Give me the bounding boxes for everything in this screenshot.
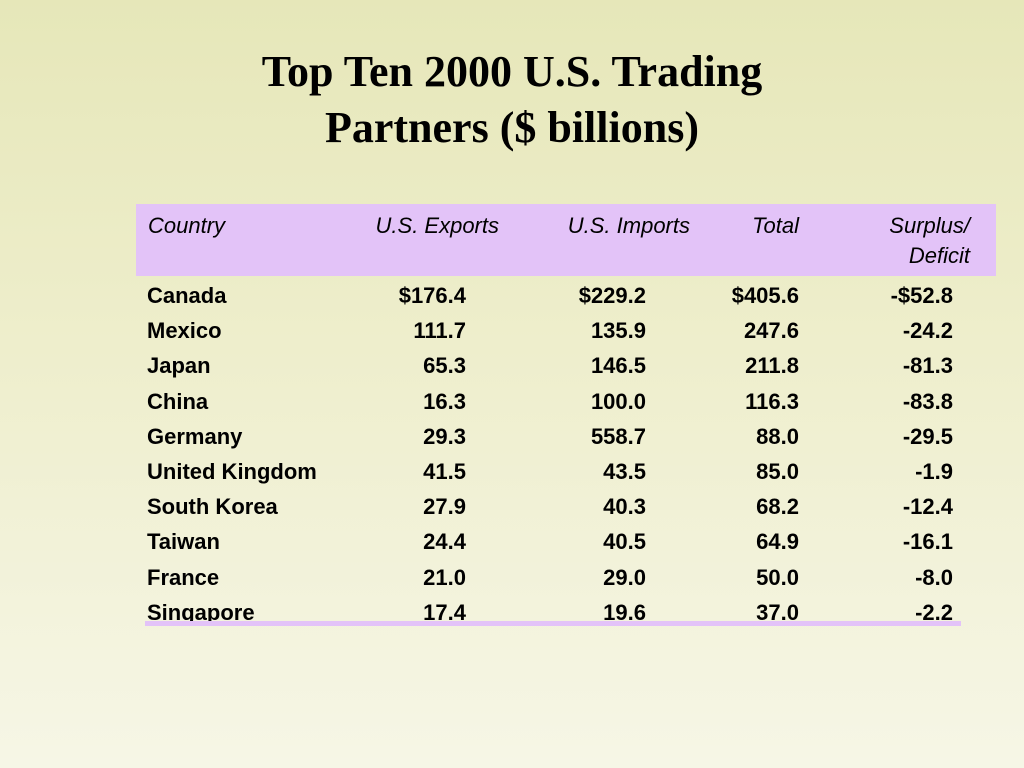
table-row: France 21.0 29.0 50.0 -8.0	[136, 560, 996, 595]
exports-cell: 24.4	[423, 529, 466, 555]
balance-cell: -8.0	[915, 564, 953, 590]
balance-cell: -2.2	[915, 599, 953, 624]
table-row: Mexico 111.7 135.9 247.6 -24.2	[136, 313, 996, 348]
imports-cell: 558.7	[590, 423, 646, 449]
imports-cell: 29.0	[603, 564, 646, 590]
table-body: Canada $176.4 $229.2 $405.6 -$52.8 Mexic…	[136, 276, 996, 624]
exports-cell: 111.7	[413, 318, 466, 344]
table-row: Canada $176.4 $229.2 $405.6 -$52.8	[136, 278, 996, 313]
exports-cell: $176.4	[398, 283, 466, 308]
country-cell: Germany	[147, 423, 243, 449]
table-row: Japan 65.3 146.5 211.8 -81.3	[136, 348, 996, 383]
country-cell: Canada	[147, 283, 227, 308]
country-cell: Mexico	[147, 318, 222, 344]
imports-cell: 135.9	[590, 318, 646, 344]
table-row: Germany 29.3 558.7 88.0 -29.5	[136, 419, 996, 454]
exports-cell: 17.4	[423, 599, 466, 624]
country-cell: South Korea	[147, 494, 278, 520]
balance-cell: -24.2	[902, 318, 953, 344]
total-cell: 88.0	[756, 423, 799, 449]
imports-cell: $229.2	[578, 283, 646, 308]
header-us-imports: U.S. Imports	[567, 213, 690, 238]
header-surplus-deficit: Surplus/ Deficit	[850, 211, 970, 271]
table-row: Singapore 17.4 19.6 37.0 -2.2	[136, 595, 996, 624]
imports-cell: 40.3	[603, 494, 646, 520]
country-cell: Japan	[147, 353, 211, 379]
imports-cell: 40.5	[603, 529, 646, 555]
balance-cell: -16.1	[902, 529, 953, 555]
title-line-1: Top Ten 2000 U.S. Trading	[261, 47, 763, 96]
slide-title: Top Ten 2000 U.S. Trading Partners ($ bi…	[0, 44, 1024, 156]
balance-cell: -$52.8	[890, 283, 953, 308]
trading-partners-table: Country U.S. Exports U.S. Imports Total …	[136, 204, 996, 624]
balance-cell: -29.5	[902, 423, 953, 449]
exports-cell: 41.5	[423, 458, 466, 484]
exports-cell: 21.0	[423, 564, 466, 590]
total-cell: 85.0	[756, 458, 799, 484]
country-cell: Taiwan	[147, 529, 220, 555]
header-total: Total	[752, 213, 799, 238]
header-surplus-line: Surplus/	[889, 213, 970, 238]
header-deficit-line: Deficit	[908, 243, 970, 268]
exports-cell: 29.3	[423, 423, 466, 449]
total-cell: 50.0	[756, 564, 799, 590]
imports-cell: 146.5	[590, 353, 646, 379]
imports-cell: 100.0	[590, 388, 646, 414]
total-cell: 247.6	[743, 318, 799, 344]
country-cell: China	[147, 388, 209, 414]
imports-cell: 43.5	[603, 458, 646, 484]
imports-cell: 19.6	[603, 599, 646, 624]
header-country: Country	[148, 213, 226, 238]
total-cell: 116.3	[745, 388, 799, 414]
table-row: South Korea 27.9 40.3 68.2 -12.4	[136, 489, 996, 524]
table-bottom-rule	[145, 621, 961, 626]
balance-cell: -12.4	[902, 494, 953, 520]
country-cell: France	[147, 564, 220, 590]
total-cell: 68.2	[756, 494, 799, 520]
title-line-2: Partners ($ billions)	[325, 103, 699, 152]
total-cell: 64.9	[756, 529, 799, 555]
header-us-exports: U.S. Exports	[375, 213, 499, 238]
total-cell: 211.8	[745, 353, 799, 379]
table-header-row: Country U.S. Exports U.S. Imports Total …	[136, 204, 996, 276]
country-cell: Singapore	[147, 599, 255, 624]
country-cell: United Kingdom	[147, 458, 317, 484]
exports-cell: 27.9	[423, 494, 466, 520]
table-row: Taiwan 24.4 40.5 64.9 -16.1	[136, 524, 996, 559]
table-row: United Kingdom 41.5 43.5 85.0 -1.9	[136, 454, 996, 489]
balance-cell: -81.3	[902, 353, 953, 379]
exports-cell: 65.3	[423, 353, 466, 379]
total-cell: $405.6	[731, 283, 799, 308]
balance-cell: -1.9	[915, 458, 953, 484]
exports-cell: 16.3	[423, 388, 466, 414]
table-row: China 16.3 100.0 116.3 -83.8	[136, 384, 996, 419]
balance-cell: -83.8	[902, 388, 953, 414]
total-cell: 37.0	[756, 599, 799, 624]
